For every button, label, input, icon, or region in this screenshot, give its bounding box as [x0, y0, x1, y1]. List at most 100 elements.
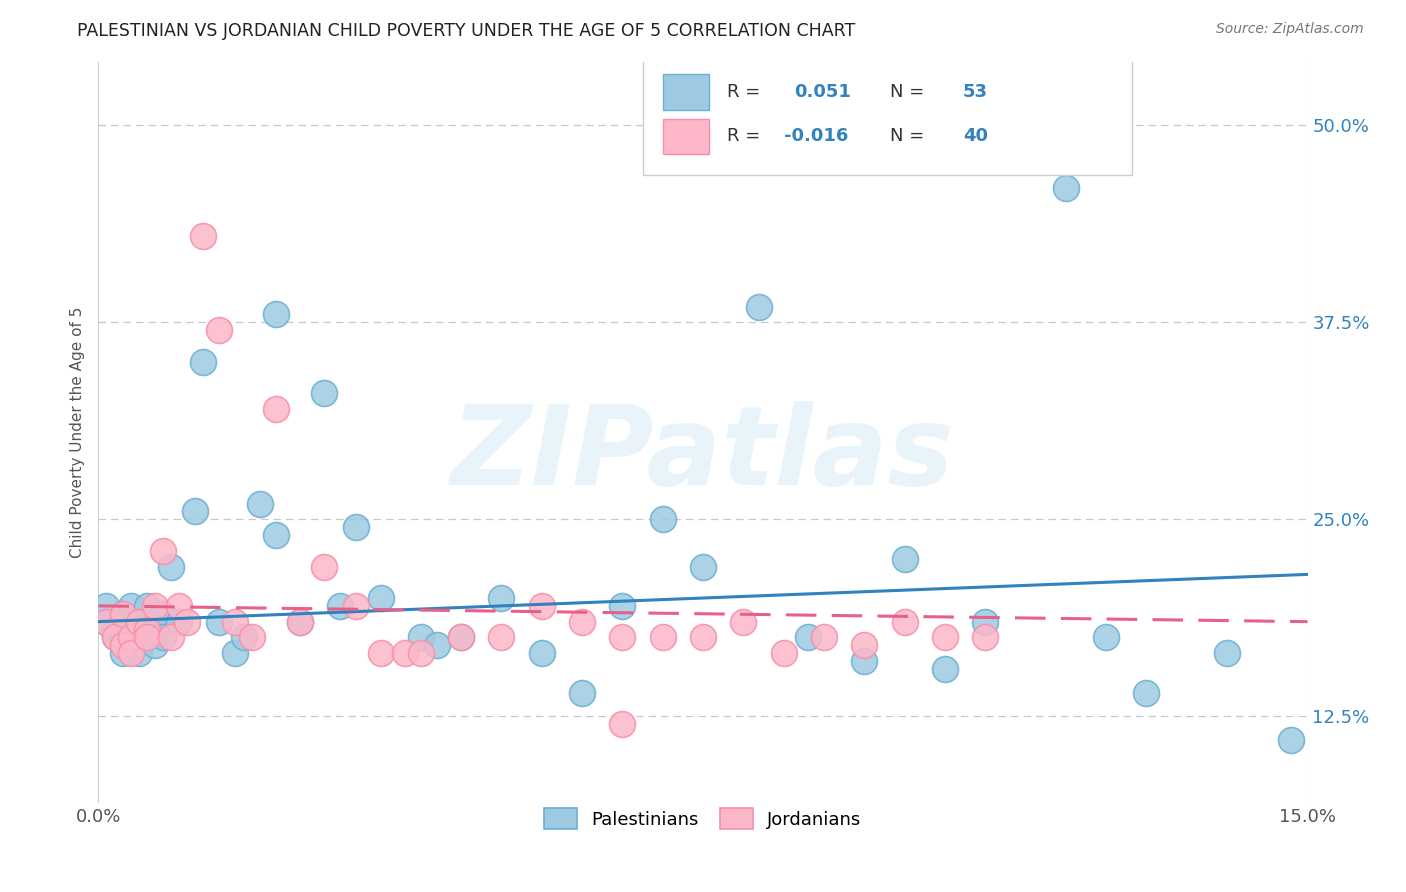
- Point: [934, 662, 956, 676]
- Point: [813, 631, 835, 645]
- Legend: Palestinians, Jordanians: Palestinians, Jordanians: [536, 799, 870, 838]
- Point: [240, 631, 263, 645]
- Point: [491, 631, 513, 645]
- Point: [1054, 181, 1077, 195]
- Point: [160, 559, 183, 574]
- Point: [152, 631, 174, 645]
- Point: [128, 646, 150, 660]
- Point: [491, 591, 513, 605]
- Point: [135, 631, 157, 645]
- Point: [571, 615, 593, 629]
- Point: [974, 631, 997, 645]
- Point: [120, 599, 142, 613]
- Text: -0.016: -0.016: [785, 128, 848, 145]
- Point: [184, 504, 207, 518]
- Point: [264, 402, 287, 417]
- Point: [224, 646, 246, 660]
- Point: [450, 631, 472, 645]
- Point: [128, 615, 150, 629]
- Point: [409, 631, 432, 645]
- Point: [1281, 732, 1303, 747]
- Point: [530, 646, 553, 660]
- Point: [288, 615, 311, 629]
- Point: [612, 631, 634, 645]
- Point: [370, 646, 392, 660]
- Point: [143, 638, 166, 652]
- Point: [344, 599, 367, 613]
- Point: [853, 638, 876, 652]
- Point: [167, 599, 190, 613]
- Point: [314, 559, 336, 574]
- Point: [103, 631, 125, 645]
- Point: [797, 631, 820, 645]
- Point: [111, 607, 134, 621]
- Point: [329, 599, 352, 613]
- Text: ZIPatlas: ZIPatlas: [451, 401, 955, 508]
- Point: [232, 631, 254, 645]
- Point: [934, 631, 956, 645]
- Point: [193, 228, 215, 243]
- Point: [111, 646, 134, 660]
- Point: [772, 646, 794, 660]
- Point: [692, 631, 714, 645]
- Text: 40: 40: [963, 128, 988, 145]
- Point: [893, 551, 915, 566]
- Point: [111, 631, 134, 645]
- Point: [128, 615, 150, 629]
- Point: [135, 599, 157, 613]
- Point: [120, 631, 142, 645]
- Point: [288, 615, 311, 629]
- Y-axis label: Child Poverty Under the Age of 5: Child Poverty Under the Age of 5: [69, 307, 84, 558]
- Point: [748, 300, 770, 314]
- Text: N =: N =: [890, 128, 931, 145]
- Point: [651, 631, 673, 645]
- Point: [128, 631, 150, 645]
- Point: [409, 646, 432, 660]
- Text: R =: R =: [727, 83, 766, 101]
- Point: [264, 528, 287, 542]
- Point: [853, 654, 876, 668]
- Point: [135, 615, 157, 629]
- Point: [160, 631, 183, 645]
- FancyBboxPatch shape: [664, 74, 709, 110]
- Point: [426, 638, 449, 652]
- Point: [193, 355, 215, 369]
- Point: [651, 512, 673, 526]
- Point: [120, 631, 142, 645]
- Point: [264, 308, 287, 322]
- Point: [1095, 631, 1118, 645]
- Text: 0.051: 0.051: [794, 83, 851, 101]
- Point: [530, 599, 553, 613]
- Point: [893, 615, 915, 629]
- Point: [143, 623, 166, 637]
- Point: [96, 615, 118, 629]
- Point: [96, 615, 118, 629]
- Point: [120, 646, 142, 660]
- Text: 53: 53: [963, 83, 988, 101]
- Point: [143, 599, 166, 613]
- Point: [571, 685, 593, 699]
- Point: [103, 623, 125, 637]
- Text: PALESTINIAN VS JORDANIAN CHILD POVERTY UNDER THE AGE OF 5 CORRELATION CHART: PALESTINIAN VS JORDANIAN CHILD POVERTY U…: [77, 22, 856, 40]
- Point: [692, 559, 714, 574]
- Point: [152, 543, 174, 558]
- Point: [314, 386, 336, 401]
- Point: [103, 631, 125, 645]
- Point: [176, 615, 198, 629]
- Point: [96, 599, 118, 613]
- Point: [370, 591, 392, 605]
- Point: [208, 615, 231, 629]
- FancyBboxPatch shape: [643, 61, 1132, 175]
- Point: [152, 607, 174, 621]
- Point: [167, 615, 190, 629]
- Point: [111, 638, 134, 652]
- Point: [733, 615, 755, 629]
- Point: [612, 717, 634, 731]
- Point: [135, 623, 157, 637]
- Point: [208, 323, 231, 337]
- Point: [612, 599, 634, 613]
- Point: [450, 631, 472, 645]
- Point: [1135, 685, 1157, 699]
- Text: Source: ZipAtlas.com: Source: ZipAtlas.com: [1216, 22, 1364, 37]
- Point: [344, 520, 367, 534]
